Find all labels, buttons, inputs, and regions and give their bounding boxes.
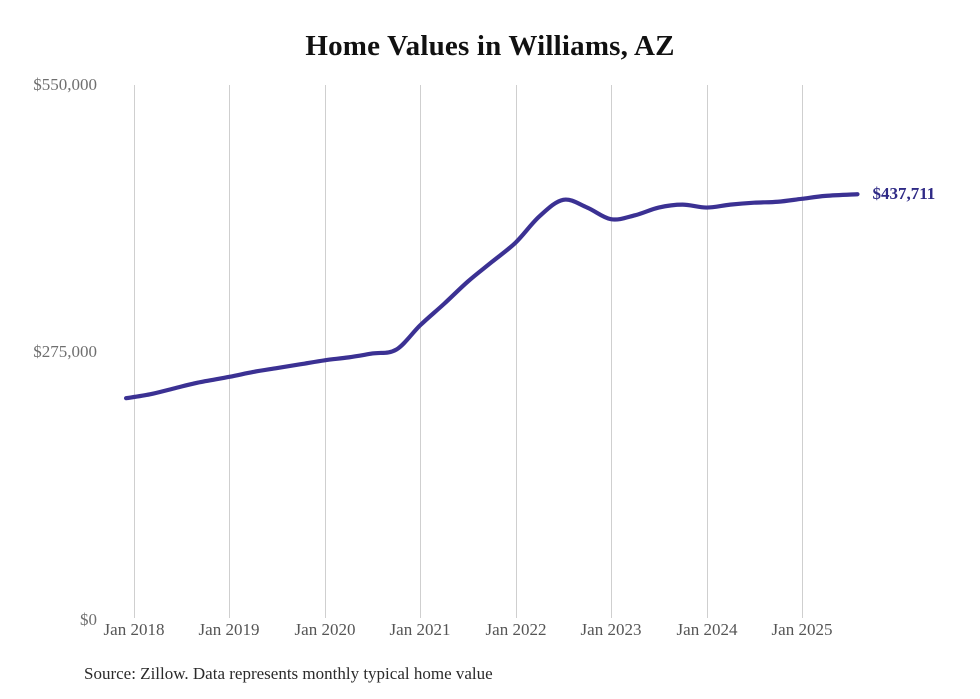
y-axis-tick-550000: $550,000 <box>33 75 97 94</box>
y-axis-tick-0: $0 <box>80 610 97 629</box>
series-line-typical-home-value <box>123 192 860 401</box>
gridline-jan-2021 <box>420 85 421 618</box>
x-axis-tick-jan-2020: Jan 2020 <box>294 620 356 639</box>
series-end-value-label: $437,711 <box>872 184 936 204</box>
gridline-jan-2020 <box>325 85 326 618</box>
gridline-jan-2025 <box>802 85 803 618</box>
x-axis-tick-jan-2021: Jan 2021 <box>389 620 451 639</box>
source-note: Source: Zillow. Data represents monthly … <box>84 664 493 683</box>
gridline-jan-2022 <box>516 85 517 618</box>
x-axis-tick-jan-2018: Jan 2018 <box>103 620 165 639</box>
gridline-jan-2024 <box>707 85 708 618</box>
x-axis-tick-jan-2019: Jan 2019 <box>198 620 260 639</box>
x-axis-tick-jan-2025: Jan 2025 <box>771 620 833 639</box>
gridline-jan-2023 <box>611 85 612 618</box>
gridline-jan-2018 <box>134 85 135 618</box>
x-axis-tick-jan-2023: Jan 2023 <box>580 620 642 639</box>
gridline-jan-2019 <box>229 85 230 618</box>
y-axis-tick-275000: $275,000 <box>33 342 97 361</box>
x-axis-tick-jan-2024: Jan 2024 <box>676 620 738 639</box>
x-axis-tick-jan-2022: Jan 2022 <box>485 620 547 639</box>
chart-title: Home Values in Williams, AZ <box>305 30 675 62</box>
